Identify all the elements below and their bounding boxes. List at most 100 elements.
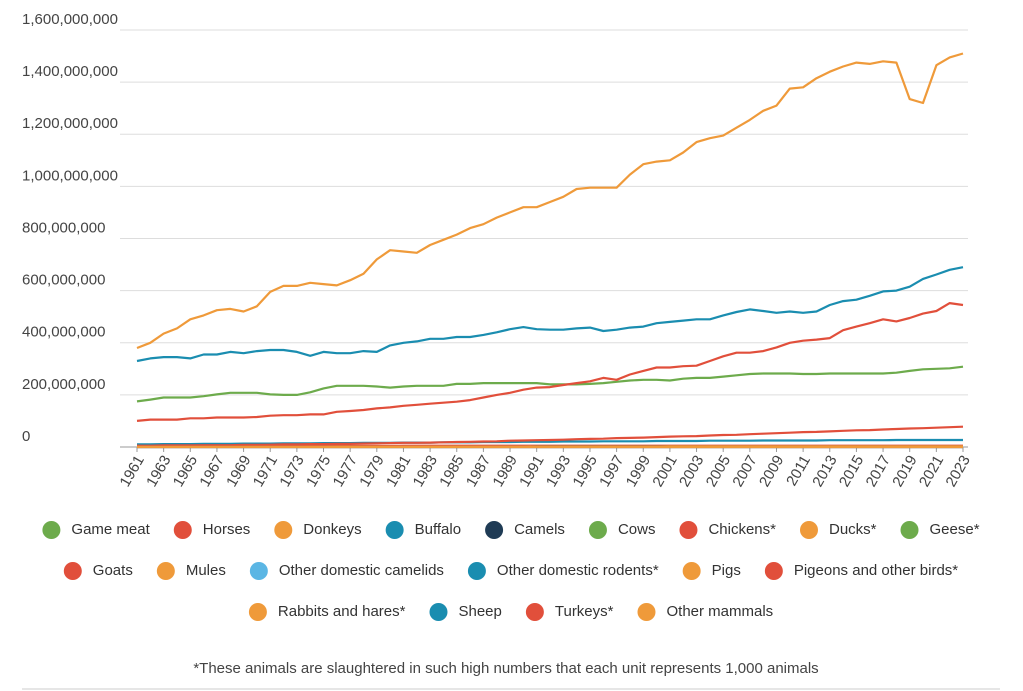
x-tick-label: 1993: [543, 452, 574, 489]
x-tick-label: 1969: [223, 452, 254, 489]
legend-label: Pigeons and other birds*: [794, 562, 958, 579]
y-tick-label: 1,600,000,000: [22, 11, 118, 28]
x-tick-label: 1981: [383, 452, 414, 489]
legend-label: Other mammals: [666, 603, 773, 620]
legend-swatch: [764, 562, 783, 580]
x-tick-label: 2005: [703, 452, 734, 489]
legend-row: Rabbits and hares* Sheep Turkeys* Other mam…: [248, 603, 773, 621]
series-line: [136, 266, 964, 363]
footnote: *These animals are slaughtered in such h…: [193, 660, 818, 677]
legend-label: Mules: [186, 562, 226, 579]
legend-row: Goats Mules Other domestic camelids Other d…: [63, 562, 958, 580]
x-tick-label: 1977: [330, 452, 361, 489]
legend-swatch: [588, 521, 607, 539]
legend-swatch: [385, 521, 404, 539]
legend-swatch: [42, 521, 61, 539]
legend-label: Turkeys*: [555, 603, 614, 620]
x-tick-label: 1983: [410, 452, 441, 489]
x-tick-label: 1961: [116, 452, 147, 489]
legend-item: Pigeons and other birds*: [764, 562, 958, 580]
legend-item: Sheep: [429, 603, 502, 621]
legend-item: Camels: [485, 521, 565, 539]
series-line: [136, 302, 964, 422]
legend-swatch: [156, 562, 175, 580]
legend-swatch: [248, 603, 267, 621]
series-line: [137, 425, 964, 447]
x-tick-label: 1991: [516, 452, 547, 489]
x-tick-label: 1997: [596, 452, 627, 489]
x-tick-label: 2021: [916, 452, 947, 489]
x-tick-label: 1999: [623, 452, 654, 489]
legend-item: Game meat: [42, 521, 151, 539]
legend-item: Other domestic camelids: [249, 562, 444, 580]
y-tick-label: 400,000,000: [22, 324, 105, 341]
legend-item: Mules: [156, 562, 226, 580]
legend-swatch: [682, 562, 701, 580]
legend-swatch: [637, 603, 656, 621]
x-tick-label: 2015: [836, 452, 867, 489]
legend-swatch: [485, 521, 504, 539]
x-tick-label: 1963: [143, 452, 174, 489]
legend-label: Other domestic camelids: [279, 562, 444, 579]
x-tick-label: 2017: [863, 452, 894, 489]
y-tick-label: 200,000,000: [22, 376, 105, 393]
legend-label: Horses: [203, 521, 251, 538]
legend-label: Other domestic rodents*: [497, 562, 659, 579]
legend-item: Buffalo: [385, 521, 461, 539]
x-tick-label: 1995: [569, 452, 600, 489]
x-tick-label: 2009: [756, 452, 787, 489]
x-tick-label: 1985: [436, 452, 467, 489]
x-tick-label: 2019: [889, 452, 920, 489]
y-tick-label: 1,000,000,000: [22, 167, 118, 184]
legend-item: Cows: [588, 521, 656, 539]
legend-swatch: [467, 562, 486, 580]
legend-label: Sheep: [458, 603, 501, 620]
y-tick-label: 600,000,000: [22, 272, 105, 289]
legend-label: Game meat: [71, 521, 150, 538]
x-tick-label: 1971: [250, 452, 281, 489]
x-tick-label: 2023: [942, 452, 973, 489]
y-tick-label: 1,200,000,000: [22, 115, 118, 132]
legend-label: Geese*: [930, 521, 980, 538]
legend-swatch: [173, 521, 192, 539]
legend-item: Rabbits and hares*: [248, 603, 406, 621]
series-line: [136, 52, 964, 350]
legend-swatch: [679, 521, 698, 539]
legend-label: Buffalo: [415, 521, 461, 538]
legend-label: Cows: [618, 521, 656, 538]
y-tick-label: 1,400,000,000: [22, 63, 118, 80]
y-tick-label: 0: [22, 428, 30, 445]
legend-swatch: [900, 521, 919, 539]
legend-swatch: [63, 562, 82, 580]
legend-item: Other mammals: [637, 603, 773, 621]
x-tick-label: 2007: [729, 452, 760, 489]
legend-item: Goats: [63, 562, 133, 580]
legend-item: Pigs: [682, 562, 741, 580]
legend-item: Donkeys: [274, 521, 362, 539]
legend-item: Turkeys*: [525, 603, 614, 621]
x-tick-label: 2013: [809, 452, 840, 489]
legend-item: Other domestic rodents*: [467, 562, 659, 580]
legend-label: Camels: [514, 521, 565, 538]
legend-item: Geese*: [900, 521, 980, 539]
legend-swatch: [274, 521, 293, 539]
legend-swatch: [799, 521, 818, 539]
legend-label: Donkeys: [303, 521, 361, 538]
legend-label: Chickens*: [708, 521, 776, 538]
x-tick-label: 1987: [463, 452, 494, 489]
legend-item: Ducks*: [799, 521, 877, 539]
legend-label: Pigs: [712, 562, 741, 579]
x-tick-label: 1965: [170, 452, 201, 489]
legend-item: Horses: [173, 521, 251, 539]
x-tick-label: 2011: [783, 452, 814, 488]
x-tick-label: 2001: [649, 452, 680, 489]
legend-swatch: [249, 562, 268, 580]
legend-swatch: [525, 603, 544, 621]
y-tick-label: 800,000,000: [22, 219, 105, 236]
x-tick-label: 1975: [303, 452, 334, 489]
x-tick-label: 1979: [356, 452, 387, 489]
legend-label: Goats: [93, 562, 133, 579]
legend-label: Rabbits and hares*: [278, 603, 406, 620]
legend-row: Game meat Horses Donkeys Buffalo Camels Cows C…: [42, 521, 980, 539]
legend-label: Ducks*: [829, 521, 877, 538]
